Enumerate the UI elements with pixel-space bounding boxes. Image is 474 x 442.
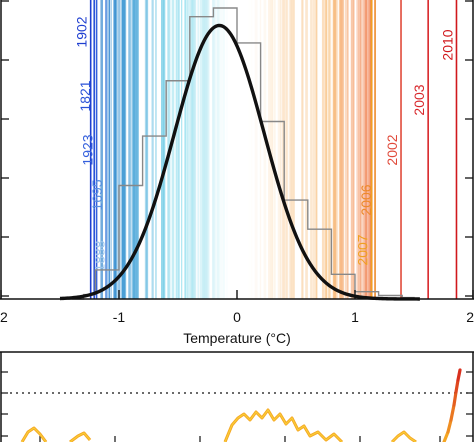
x-tick-label: -1 — [113, 309, 126, 325]
labeled-year-lines: 1902 1821 1923 1695 1888 2007 2006 2002 2003 2010 — [74, 0, 458, 299]
bottom-series-line — [390, 430, 417, 442]
year-line-label: 2007 — [355, 234, 371, 265]
x-tick-label: 2 — [0, 309, 8, 325]
year-line-label: 1821 — [77, 80, 93, 111]
bottom-series-rise — [446, 418, 453, 434]
year-line-label: 2006 — [358, 184, 374, 215]
year-line-label: 1923 — [80, 134, 96, 165]
year-line-label: 2002 — [384, 134, 400, 165]
bottom-panel-ticks — [1, 371, 473, 442]
bottom-series-highlight — [69, 432, 91, 442]
year-line-label: 2010 — [439, 29, 455, 60]
bottom-series-highlight — [224, 408, 343, 442]
year-line-label: 1902 — [74, 16, 90, 47]
x-tick-label: 1 — [351, 309, 359, 325]
y-axis-ticks — [1, 0, 473, 297]
bottom-series-rise — [442, 430, 450, 442]
bottom-series-rise — [452, 390, 458, 407]
x-tick-label: 0 — [233, 309, 241, 325]
bottom-series-rise — [454, 378, 460, 394]
normal-curve — [59, 23, 421, 301]
bottom-panel-series — [20, 368, 462, 442]
x-tick-label: 2 — [466, 309, 474, 325]
x-axis-ticks: 2 -1 0 1 2 — [0, 290, 474, 325]
year-line-label: 2003 — [411, 84, 427, 115]
top-panel-axes: 2 -1 0 1 2 — [0, 0, 474, 325]
bottom-series-highlight — [391, 431, 417, 442]
bottom-series-rise — [449, 403, 456, 422]
year-line-label: 1888 — [91, 240, 107, 271]
x-axis-title: Temperature (°C) — [183, 330, 291, 346]
bottom-series-highlight — [21, 427, 47, 442]
histogram-steps — [71, 7, 415, 300]
bottom-series-rise — [456, 368, 462, 382]
bottom-panel — [0, 351, 474, 442]
year-line-label: 1695 — [89, 179, 105, 210]
